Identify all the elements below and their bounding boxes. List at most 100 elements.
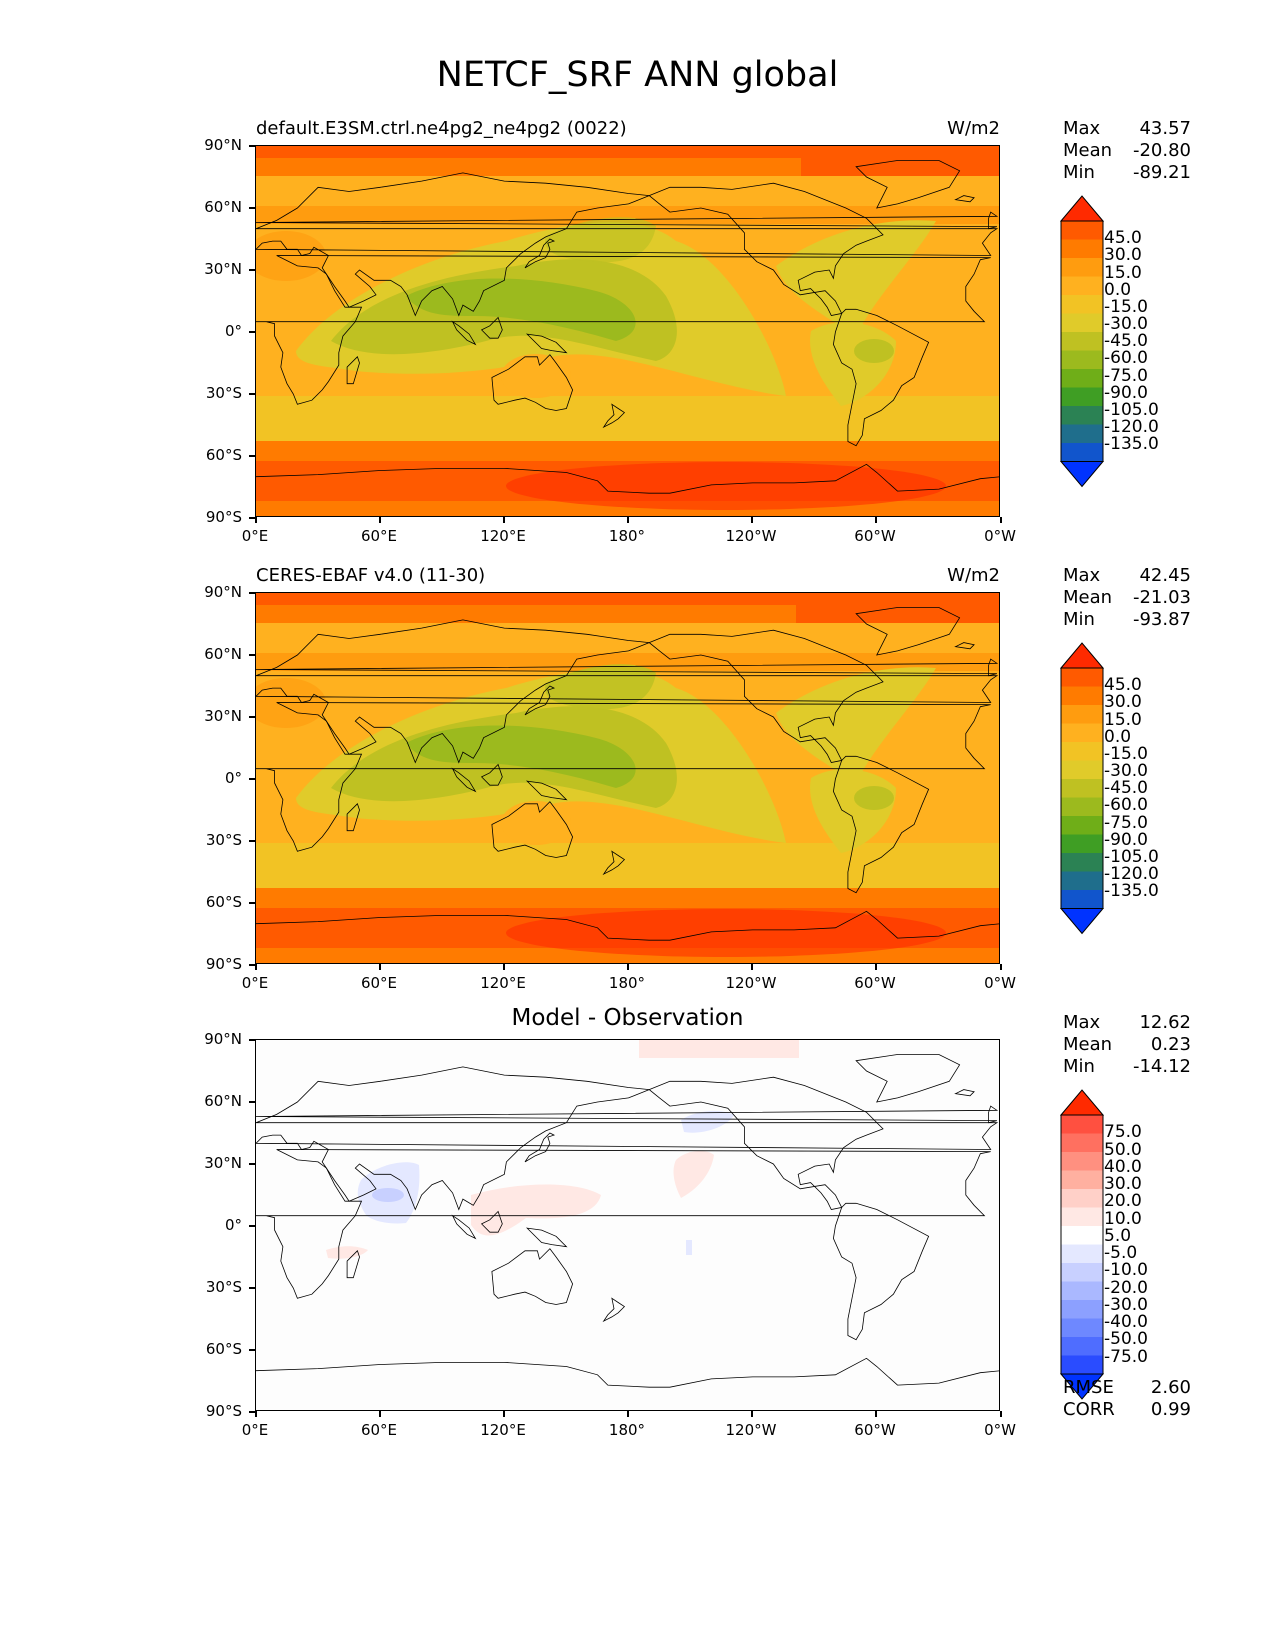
colorbar-segment <box>1061 276 1103 295</box>
stat-label: Max <box>1063 1012 1101 1033</box>
panel-title: default.E3SM.ctrl.ne4pg2_ne4pg2 (0022) <box>256 118 627 139</box>
colorbar-tick-label: 40.0 <box>1104 1156 1142 1177</box>
colorbar-segment <box>1061 295 1103 314</box>
colorbar-segment <box>1061 1244 1103 1263</box>
colorbar-tick-label: -105.0 <box>1104 399 1159 420</box>
panel-title: Model - Observation <box>511 1005 744 1031</box>
colorbar-segment <box>1061 406 1103 425</box>
colorbar-segment <box>1061 258 1103 277</box>
colorbar-tick-label: 10.0 <box>1104 1208 1142 1229</box>
colorbar-segment <box>1061 853 1103 872</box>
colorbar-tick-label: -120.0 <box>1104 417 1159 438</box>
colorbar-tick-label: -75.0 <box>1104 812 1148 833</box>
lat-label: 60°N <box>204 645 242 663</box>
stat-min: -89.21 <box>1132 162 1191 183</box>
colorbar <box>1060 1089 1104 1400</box>
colorbar-tick-label: -15.0 <box>1104 743 1148 764</box>
lat-tick <box>249 902 255 904</box>
colorbar-tick-label: -40.0 <box>1104 1312 1148 1333</box>
lon-label: 180° <box>608 527 646 545</box>
lon-tick <box>379 517 381 523</box>
colorbar-tick-label: 75.0 <box>1104 1122 1142 1143</box>
lon-label: 60°W <box>854 527 896 545</box>
colorbar-segment <box>1061 1189 1103 1208</box>
colorbar-tick-label: -60.0 <box>1104 348 1148 369</box>
lat-tick <box>249 592 255 594</box>
map-panel-1: default.E3SM.ctrl.ne4pg2_ne4pg2 (0022) W/… <box>0 100 1275 570</box>
colorbar-tick-label: 30.0 <box>1104 692 1142 713</box>
lon-tick <box>503 1411 505 1417</box>
colorbar-bottom-extension <box>1060 461 1104 488</box>
metric-label: CORR <box>1063 1399 1115 1420</box>
lon-label: 60°E <box>360 974 398 992</box>
colorbar-tick-label: -30.0 <box>1104 314 1148 335</box>
colorbar-tick-label: 30.0 <box>1104 245 1142 266</box>
lat-tick <box>249 716 255 718</box>
lat-tick <box>249 455 255 457</box>
colorbar-segment <box>1061 1152 1103 1171</box>
colorbar-top-extension <box>1060 642 1104 669</box>
lat-label: 90°S <box>205 508 242 526</box>
lon-tick <box>379 964 381 970</box>
colorbar-tick-label: -60.0 <box>1104 795 1148 816</box>
map-panel-3: Model - Observation 90°N 60°N 30°N 0° 30°S 60… <box>0 994 1275 1464</box>
lon-tick <box>627 517 629 523</box>
lon-label: 180° <box>608 974 646 992</box>
colorbar-bottom-extension <box>1060 908 1104 935</box>
lon-label: 60°E <box>360 1421 398 1439</box>
stats-box: Max 42.45 Mean -21.03 Min -93.87 <box>1063 565 1191 631</box>
colorbar-tick-label: 15.0 <box>1104 262 1142 283</box>
lon-tick <box>751 517 753 523</box>
colorbar-tick-label: -5.0 <box>1104 1243 1138 1264</box>
colorbar-tick-label: 20.0 <box>1104 1191 1142 1212</box>
colorbar-tick-label: 15.0 <box>1104 709 1142 730</box>
lon-label: 120°E <box>480 974 526 992</box>
colorbar-segment <box>1061 760 1103 779</box>
colorbar-segment <box>1061 1281 1103 1300</box>
lat-tick <box>249 840 255 842</box>
stat-label: Min <box>1063 162 1095 183</box>
lon-label: 0°W <box>984 1421 1016 1439</box>
colorbar <box>1060 642 1104 935</box>
colorbar-segment <box>1061 1226 1103 1245</box>
rmse-value: 2.60 <box>1150 1377 1191 1398</box>
lat-tick <box>249 1163 255 1165</box>
colorbar-segment <box>1061 797 1103 816</box>
colorbar-segment <box>1061 1355 1103 1374</box>
lon-label: 180° <box>608 1421 646 1439</box>
stat-min: -14.12 <box>1132 1056 1191 1077</box>
lat-tick <box>249 964 255 966</box>
lon-tick <box>503 964 505 970</box>
colorbar-tick-label: -45.0 <box>1104 778 1148 799</box>
lat-label: 0° <box>224 769 242 787</box>
colorbar-tick-label: 50.0 <box>1104 1139 1142 1160</box>
stat-max: 42.45 <box>1139 565 1191 586</box>
map-field <box>256 146 999 516</box>
lat-label: 0° <box>224 322 242 340</box>
colorbar-tick-label: -120.0 <box>1104 864 1159 885</box>
colorbar-tick-label: -30.0 <box>1104 1294 1148 1315</box>
colorbar-segment <box>1061 1207 1103 1226</box>
lat-label: 30°S <box>205 831 242 849</box>
lat-tick <box>249 269 255 271</box>
lon-tick <box>379 1411 381 1417</box>
lon-tick <box>255 517 257 523</box>
colorbar-segment <box>1061 668 1103 687</box>
colorbar-tick-label: -90.0 <box>1104 829 1148 850</box>
map-plot <box>255 1039 1000 1411</box>
stat-label: Max <box>1063 118 1101 139</box>
colorbar-tick-label: -20.0 <box>1104 1277 1148 1298</box>
lon-tick <box>751 1411 753 1417</box>
panel-title: CERES-EBAF v4.0 (11-30) <box>256 565 486 586</box>
lon-label: 120°E <box>480 527 526 545</box>
lat-label: 90°N <box>204 583 242 601</box>
colorbar-tick-label: 0.0 <box>1104 279 1132 300</box>
colorbar-tick-label: -75.0 <box>1104 1346 1148 1367</box>
stat-label: Min <box>1063 609 1095 630</box>
colorbar-segment <box>1061 1170 1103 1189</box>
colorbar-tick-label: -75.0 <box>1104 365 1148 386</box>
colorbar-segment <box>1061 424 1103 443</box>
lon-tick <box>875 1411 877 1417</box>
figure-title: NETCF_SRF ANN global <box>436 55 839 95</box>
colorbar-segment <box>1061 871 1103 890</box>
